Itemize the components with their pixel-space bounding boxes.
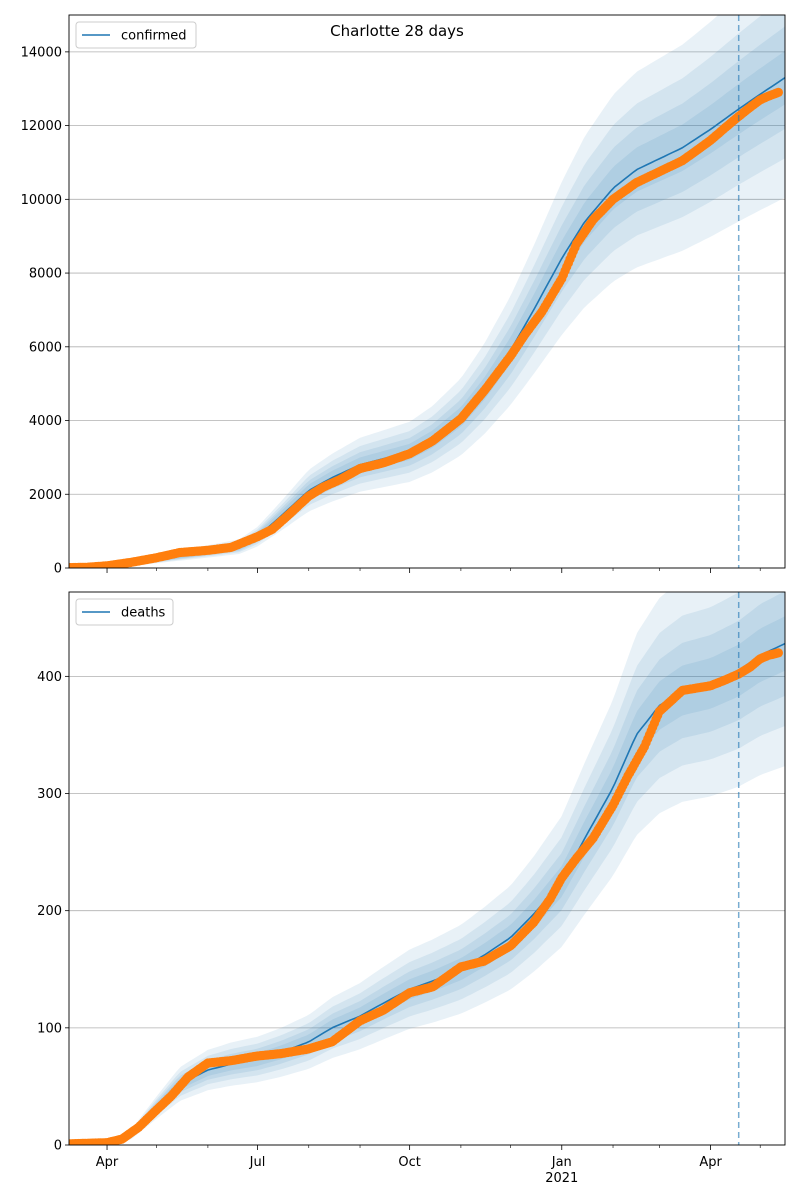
observed-point (773, 87, 784, 97)
confirmed-panel: 0 2000 4000 6000 8000 10000 12000 14000 confirme… (21, 14, 786, 577)
y-tick-label: 200 (37, 904, 62, 919)
x-tick-label: Apr (96, 1155, 119, 1170)
y-tick-label: 4000 (29, 414, 62, 429)
uncertainty-band (69, 592, 785, 1145)
uncertainty-band (69, 50, 785, 568)
legend: deaths (75, 598, 174, 626)
x-tick-label: Jul (249, 1155, 266, 1170)
legend: confirmed (75, 21, 197, 49)
uncertainty-band (69, 26, 785, 568)
legend-label: confirmed (121, 29, 187, 44)
y-tick-label: 100 (37, 1021, 62, 1036)
y-tick-label: 12000 (21, 119, 62, 134)
uncertainty-band (69, 616, 785, 1145)
observed-point (773, 648, 784, 658)
y-tick-label: 2000 (29, 488, 62, 503)
x-tick-label: Oct (398, 1155, 420, 1170)
legend-box (75, 21, 197, 49)
y-tick-label: 300 (37, 787, 62, 802)
axes-frame (68, 591, 786, 1146)
x-tick-label: Jan (551, 1155, 572, 1170)
y-tick-label: 400 (37, 670, 62, 685)
y-tick-label: 8000 (29, 267, 62, 282)
y-tick-label: 0 (54, 562, 62, 577)
uncertainty-band (69, 15, 785, 568)
x-tick-label: Apr (699, 1155, 722, 1170)
axes-frame (68, 14, 786, 569)
legend-box (75, 598, 174, 626)
y-tick-label: 0 (54, 1139, 62, 1154)
uncertainty-band (69, 15, 785, 568)
uncertainty-band (69, 592, 785, 1145)
figure-title: Charlotte 28 days (330, 22, 464, 40)
x-tick-year-label: 2021 (545, 1171, 578, 1186)
y-tick-label: 14000 (21, 45, 62, 60)
legend-label: deaths (121, 606, 166, 621)
y-tick-label: 10000 (21, 193, 62, 208)
y-tick-label: 6000 (29, 340, 62, 355)
uncertainty-band (69, 592, 785, 1145)
